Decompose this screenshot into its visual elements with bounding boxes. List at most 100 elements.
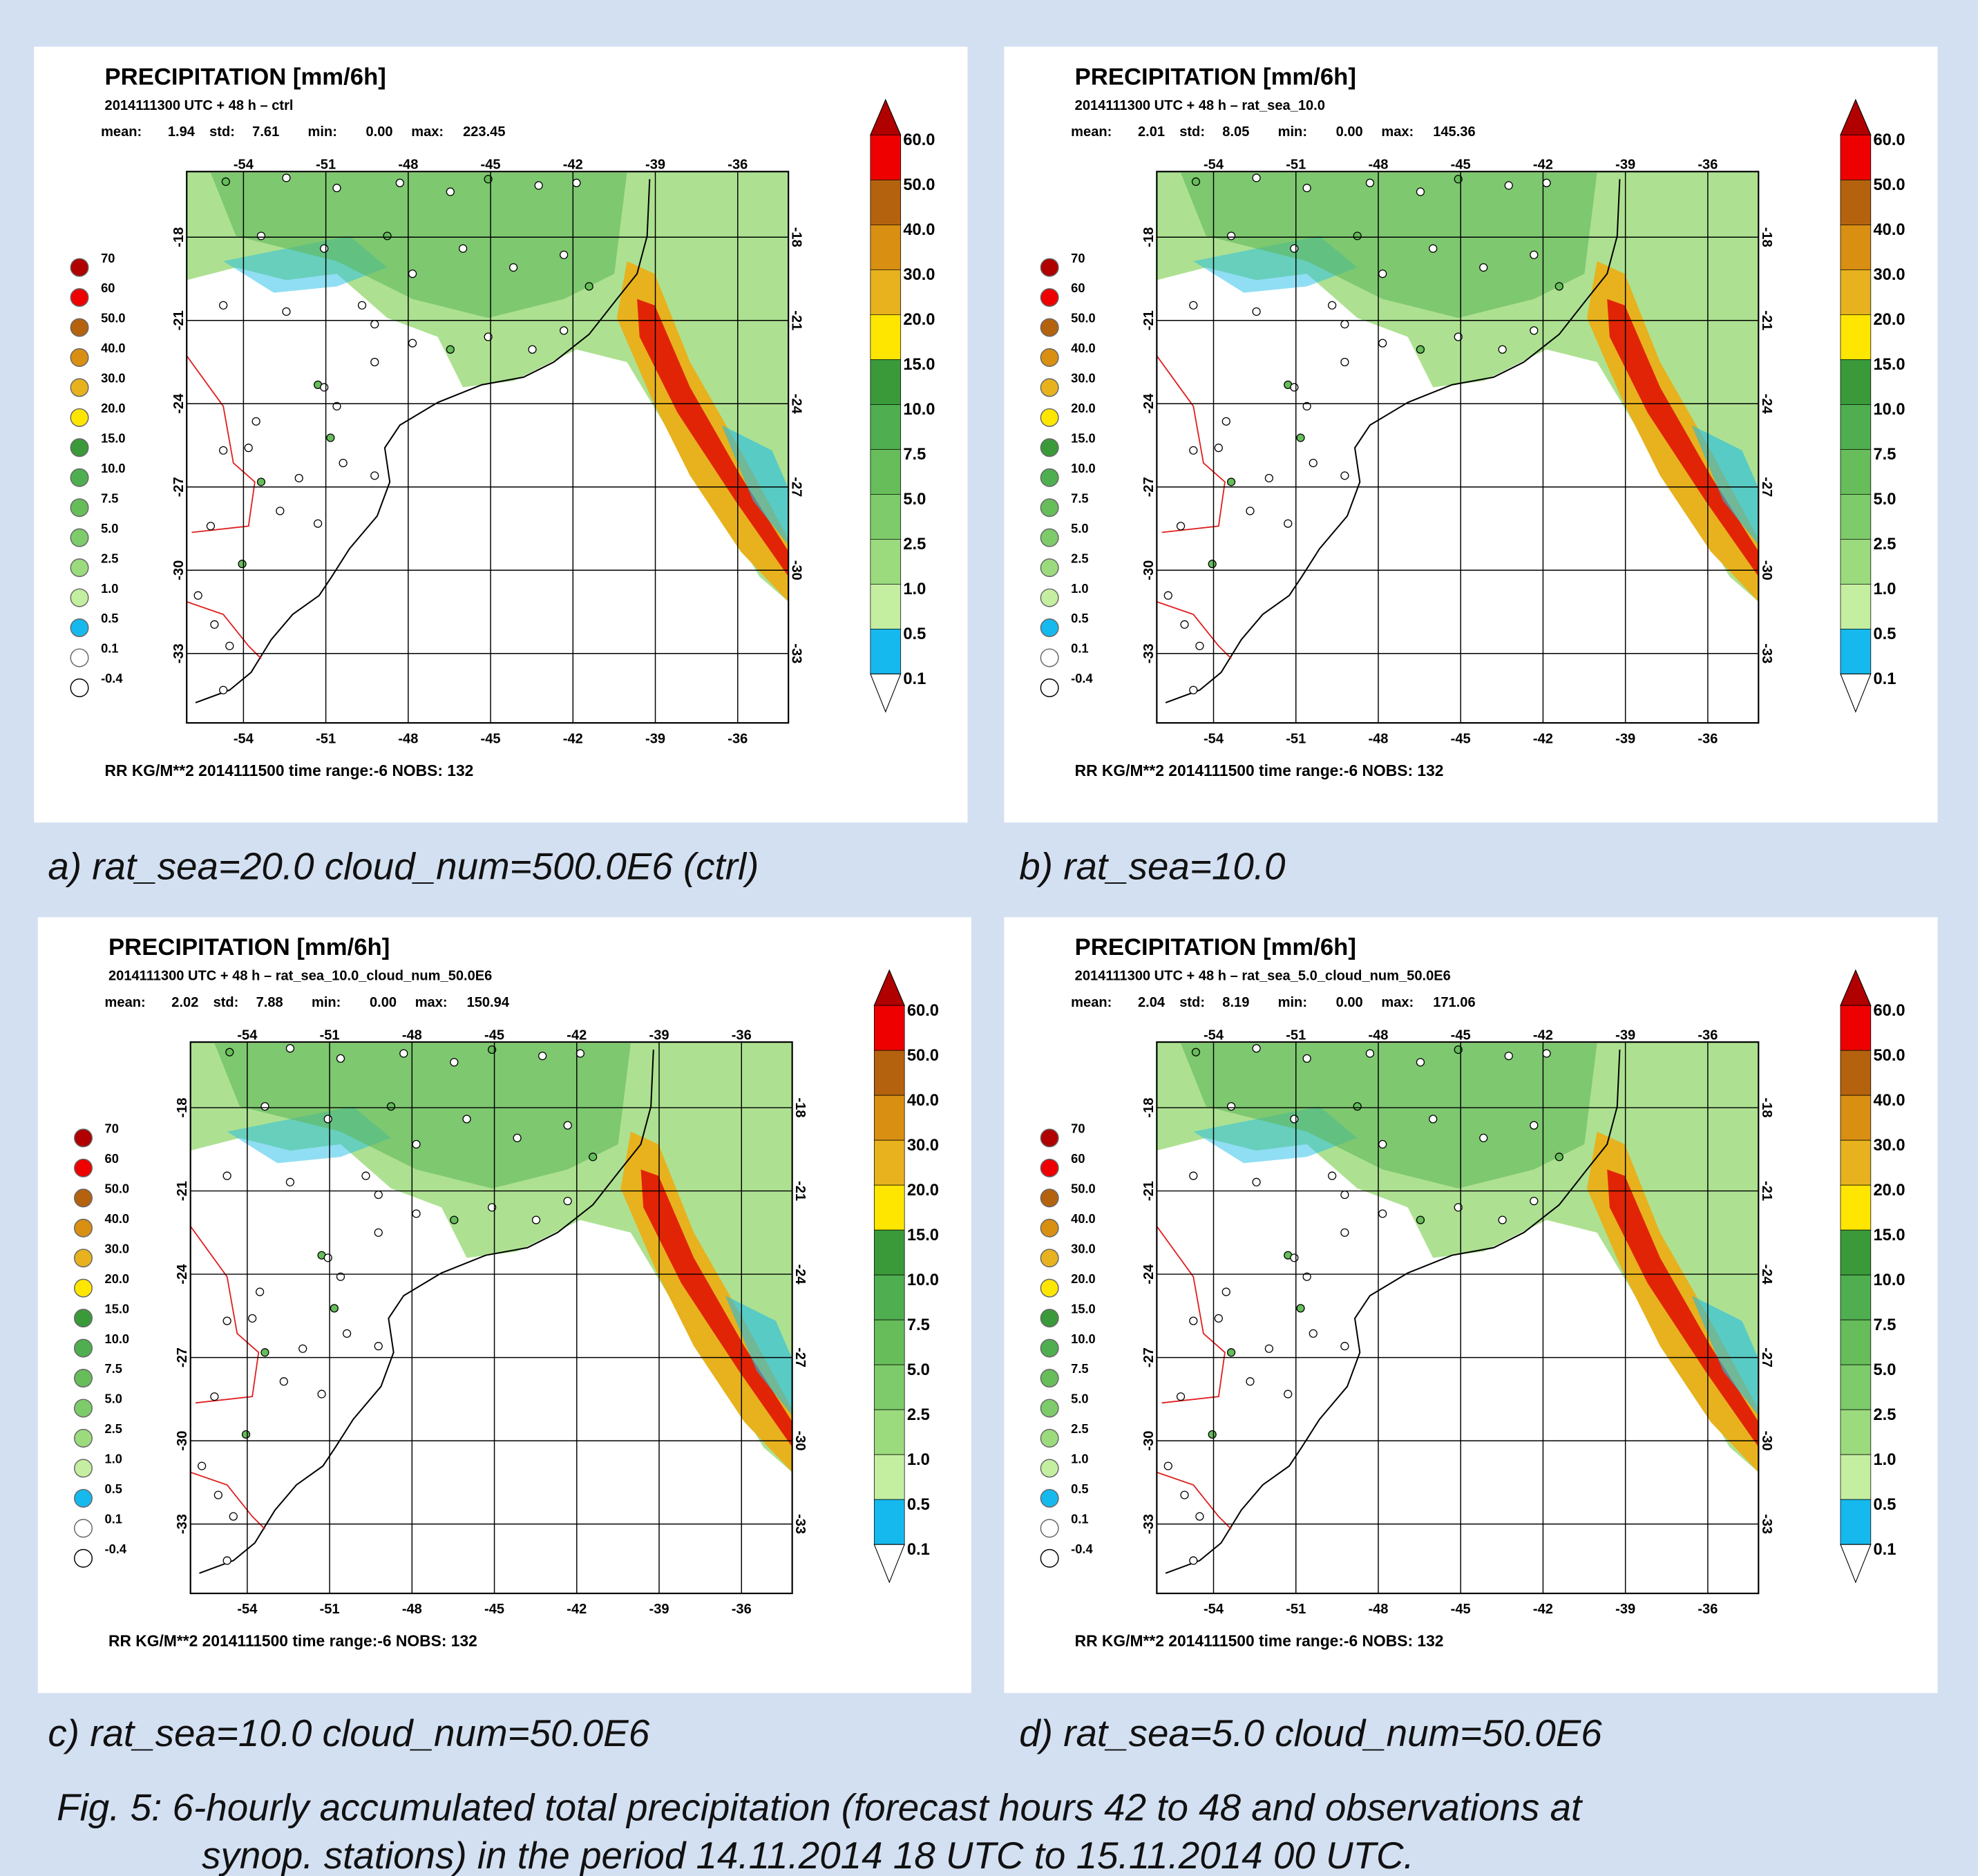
station <box>1290 1253 1299 1262</box>
station <box>509 263 518 272</box>
colorbar-label: 5.0 <box>907 1361 930 1379</box>
station <box>225 1048 234 1057</box>
lon-tick-label: -42 <box>563 731 583 746</box>
lon-tick-label: -45 <box>484 1602 504 1617</box>
colorbar-label: 60.0 <box>1873 1002 1905 1020</box>
legend-label: 30.0 <box>101 371 126 386</box>
colorbar-bottom <box>873 1544 905 1584</box>
panel-background <box>37 917 971 1694</box>
station <box>1252 1177 1261 1186</box>
legend-marker <box>73 1278 93 1298</box>
lat-tick-label: -21 <box>175 1181 190 1201</box>
lat-tick-label: -27 <box>792 1347 808 1367</box>
lat-tick-label: -27 <box>1141 1347 1157 1367</box>
panel-background <box>1004 46 1938 823</box>
lat-tick-label: -21 <box>1759 1181 1774 1201</box>
station <box>1163 1461 1172 1470</box>
station <box>560 250 569 259</box>
panel-background <box>1004 917 1938 1694</box>
colorbar-box <box>1840 269 1872 315</box>
legend-marker <box>1040 1309 1059 1328</box>
lat-tick-label: -24 <box>1759 1264 1774 1285</box>
lon-tick-label: -54 <box>1204 731 1224 746</box>
colorbar-label: 30.0 <box>1873 1137 1905 1155</box>
station <box>198 1461 207 1470</box>
station <box>1429 244 1438 253</box>
station <box>1290 383 1299 392</box>
legend-marker <box>1040 258 1059 277</box>
lon-tick-label: -36 <box>732 1602 752 1617</box>
legend-label: 7.5 <box>1071 491 1088 505</box>
lon-tick-label: -48 <box>398 731 418 746</box>
legend-marker <box>1040 288 1059 307</box>
station <box>219 685 228 694</box>
legend-label: 0.5 <box>105 1481 122 1496</box>
station <box>1378 339 1387 348</box>
lon-tick-label: -48 <box>1368 731 1388 746</box>
colorbar-box <box>870 493 902 540</box>
legend-marker <box>1040 1428 1059 1448</box>
station <box>1340 357 1349 367</box>
lat-tick-label: -30 <box>1141 560 1157 580</box>
panel-stat: 223.45 <box>463 124 505 140</box>
legend-marker <box>1040 618 1059 638</box>
station <box>361 1171 370 1180</box>
station <box>1530 326 1539 335</box>
legend-marker <box>73 1338 93 1358</box>
station <box>1226 231 1236 240</box>
lat-tick-label: -27 <box>789 477 804 497</box>
station <box>1340 471 1349 480</box>
precip-moderate <box>210 173 627 319</box>
station <box>298 1344 307 1353</box>
legend-label: 20.0 <box>1071 1271 1096 1286</box>
panel-stat: min: <box>1278 995 1307 1010</box>
station <box>260 1102 269 1111</box>
colorbar-box <box>870 134 902 180</box>
station <box>241 1430 251 1439</box>
station <box>317 1390 326 1399</box>
panel-stat: 8.19 <box>1222 995 1249 1010</box>
lat-tick-label: -21 <box>1141 310 1157 330</box>
lon-tick-label: -42 <box>1533 1027 1553 1043</box>
station <box>1290 1115 1299 1124</box>
station <box>576 1049 585 1058</box>
lon-tick-label: -51 <box>316 731 336 746</box>
legend-marker <box>1040 648 1059 667</box>
colorbar-label: 2.5 <box>1873 536 1896 553</box>
legend-marker <box>70 438 89 457</box>
station <box>1504 1052 1513 1061</box>
colorbar-box <box>873 1454 905 1500</box>
legend-label: 1.0 <box>101 581 118 596</box>
legend-label: 0.5 <box>1071 1481 1088 1496</box>
colorbar-label: 15.0 <box>1873 1226 1905 1244</box>
colorbar-box <box>870 448 902 495</box>
station <box>260 1348 269 1357</box>
lat-tick-label: -18 <box>1759 227 1774 247</box>
lat-tick-label: -18 <box>1141 1098 1157 1118</box>
lon-tick-label: -42 <box>567 1027 587 1043</box>
station <box>1246 1377 1255 1386</box>
legend-marker <box>1040 1278 1059 1298</box>
station <box>1214 444 1223 453</box>
colorbar-box <box>873 1499 905 1545</box>
lat-tick-label: -33 <box>1141 1514 1157 1534</box>
legend-marker <box>73 1548 93 1568</box>
station <box>1340 320 1349 329</box>
lon-tick-label: -54 <box>234 158 254 173</box>
colorbar-box <box>1840 1364 1872 1410</box>
lon-tick-label: -39 <box>1615 158 1635 173</box>
legend-label: 0.5 <box>101 611 118 625</box>
station <box>294 473 303 483</box>
legend-marker <box>1040 678 1059 697</box>
legend-marker <box>70 378 89 397</box>
station <box>282 173 291 182</box>
station <box>399 1049 408 1058</box>
map <box>1157 171 1759 703</box>
station <box>1309 458 1318 468</box>
colorbar-box <box>1840 404 1872 450</box>
lon-tick-label: -42 <box>567 1602 587 1617</box>
legend-marker <box>1040 1218 1059 1238</box>
lon-tick-label: -36 <box>1698 1602 1718 1617</box>
panel-stat: mean: <box>101 124 142 140</box>
lat-tick-label: -33 <box>1759 643 1774 663</box>
